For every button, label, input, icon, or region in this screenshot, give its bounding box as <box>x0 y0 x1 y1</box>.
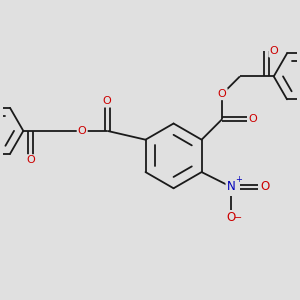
Text: O: O <box>269 46 278 56</box>
Text: O: O <box>103 96 112 106</box>
Text: O: O <box>249 114 257 124</box>
Text: +: + <box>235 175 242 184</box>
Text: O: O <box>260 180 269 193</box>
Text: −: − <box>234 213 242 223</box>
Text: O: O <box>78 126 87 136</box>
Text: N: N <box>227 180 236 193</box>
Text: O: O <box>226 211 236 224</box>
Text: O: O <box>218 89 226 99</box>
Text: O: O <box>26 155 35 165</box>
